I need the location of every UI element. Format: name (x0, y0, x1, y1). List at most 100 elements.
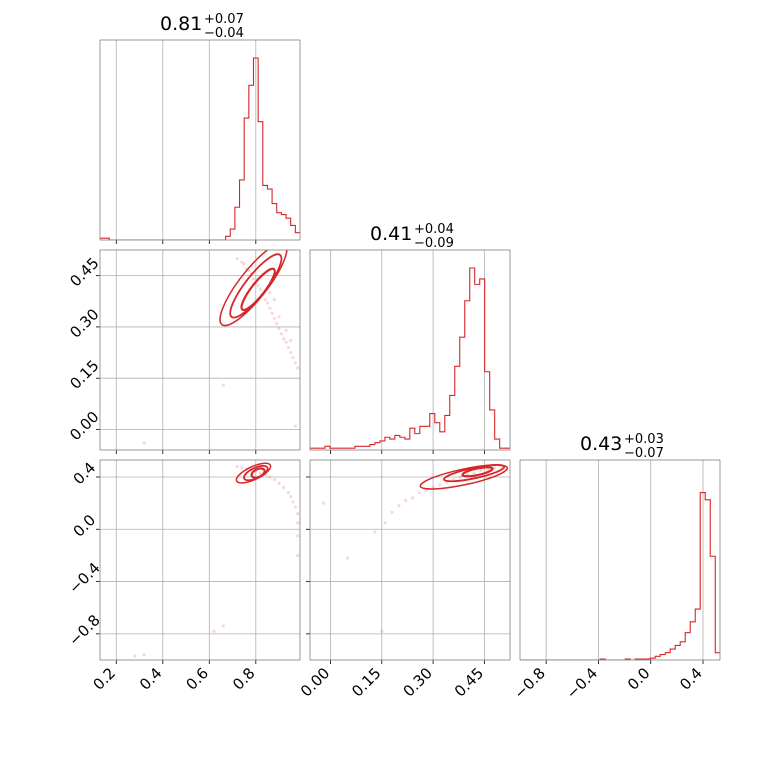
histogram-line-2 (310, 267, 510, 449)
title-plus: +0.03 (624, 432, 664, 447)
sample-point (265, 301, 270, 305)
title-value: 0.81 (160, 13, 202, 35)
sample-point (282, 485, 286, 490)
sample-point (380, 629, 384, 633)
sample-point (235, 256, 239, 261)
sample-point (272, 478, 277, 482)
hist-panel-1 (100, 40, 300, 244)
sample-point (286, 491, 290, 495)
y-tick-label: −0.8 (65, 611, 103, 649)
x-tick-label: 0.8 (229, 664, 259, 694)
title-minus: −0.07 (624, 446, 664, 461)
histogram-line-3 (520, 492, 720, 660)
title-value: 0.43 (580, 433, 622, 455)
hist-panel-3 (520, 460, 720, 664)
histogram-line-1 (100, 57, 300, 240)
sample-point (383, 521, 387, 525)
sample-point (142, 441, 146, 445)
sample-point (277, 481, 281, 486)
sample-point (212, 629, 216, 633)
sample-point (293, 505, 297, 509)
x-tick-label: 0.0 (624, 664, 654, 694)
sample-point (438, 483, 442, 487)
sample-point (493, 466, 497, 470)
sample-point (270, 311, 274, 315)
sample-point (268, 306, 272, 310)
sample-point (346, 556, 350, 560)
x-tick-label: 0.15 (348, 664, 384, 700)
sample-point (296, 534, 300, 538)
sample-point (258, 287, 263, 291)
sample-point (256, 284, 260, 288)
sample-point (263, 297, 267, 302)
x-tick-label: 0.00 (297, 664, 333, 700)
scatter-frame-2-0 (99, 459, 301, 661)
contour-level (219, 250, 288, 327)
sample-point (289, 495, 293, 499)
sample-point (258, 471, 263, 475)
x-tick-label: 0.2 (90, 664, 120, 694)
sample-point (235, 464, 239, 469)
hist-title-3: 0.43 (580, 433, 622, 455)
title-plus: +0.04 (414, 222, 454, 237)
hist-frame-2 (309, 249, 511, 451)
sample-point (284, 340, 288, 344)
y-tick-label: 0.30 (66, 305, 102, 341)
sample-point (296, 521, 300, 525)
scatter-panel-2-1 (306, 460, 510, 664)
scatter-panel-2-0 (96, 460, 300, 664)
sample-point (240, 260, 244, 264)
hist-title-2: 0.41 (370, 223, 412, 245)
title-minus: −0.04 (204, 26, 244, 41)
sample-point (275, 321, 279, 326)
sample-point (268, 291, 272, 295)
sample-point (284, 328, 288, 332)
y-tick-label: 0.4 (70, 459, 100, 489)
sample-point (472, 471, 476, 475)
y-tick-label: 0.0 (70, 511, 100, 541)
sample-point (277, 315, 281, 319)
x-tick-label: 0.4 (676, 664, 706, 694)
contour-level (419, 464, 509, 490)
sample-point (286, 345, 290, 350)
sample-point (458, 475, 463, 479)
contour-level (235, 462, 272, 484)
contour-level (240, 267, 276, 312)
sample-point (242, 262, 246, 266)
sample-point (293, 424, 297, 428)
title-value: 0.41 (370, 223, 412, 245)
x-tick-label: 0.4 (136, 664, 166, 694)
sample-point (479, 468, 483, 473)
x-tick-label: 0.6 (183, 664, 213, 694)
sample-point (397, 504, 401, 508)
hist-title-1: 0.81 (160, 13, 202, 35)
scatter-frame-1-0 (99, 249, 301, 451)
sample-point (279, 332, 283, 336)
sample-point (282, 337, 286, 341)
y-tick-label: 0.45 (66, 254, 102, 290)
x-tick-label: −0.4 (563, 664, 601, 702)
sample-point (390, 510, 394, 514)
sample-point (373, 530, 377, 534)
sample-point (272, 297, 277, 302)
sample-point (268, 475, 272, 479)
sample-point (289, 350, 293, 355)
sample-point (272, 316, 277, 320)
y-tick-label: −0.4 (65, 559, 103, 597)
hist-frame-3 (519, 459, 721, 661)
sample-point (221, 383, 225, 387)
sample-point (251, 277, 256, 281)
sample-point (296, 511, 300, 516)
x-tick-label: 0.45 (451, 664, 487, 700)
sample-point (417, 491, 422, 495)
sample-point (291, 500, 295, 504)
hist-frame-1 (99, 39, 301, 241)
sample-point (277, 327, 281, 331)
sample-point (289, 338, 293, 343)
sample-point (296, 366, 300, 370)
sample-point (240, 466, 244, 470)
sample-point (410, 496, 415, 500)
sample-point (142, 653, 146, 657)
sample-point (133, 654, 137, 658)
